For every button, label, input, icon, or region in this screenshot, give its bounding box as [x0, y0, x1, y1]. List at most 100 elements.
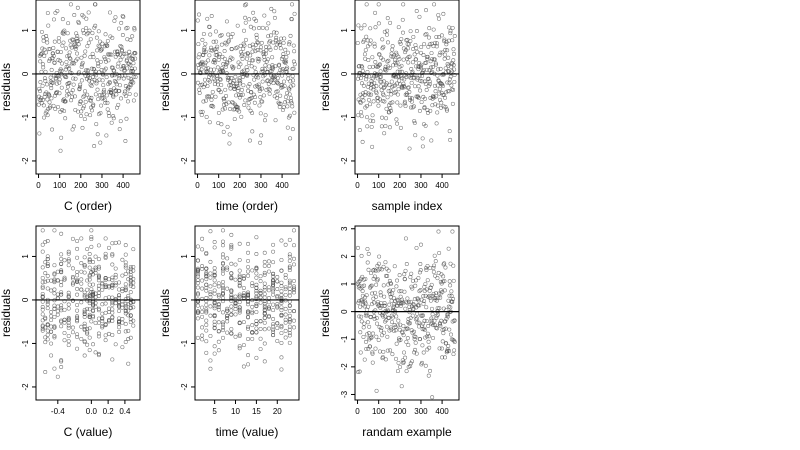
data-point	[40, 312, 45, 317]
data-point	[39, 52, 44, 57]
data-point	[254, 235, 259, 240]
data-point	[59, 324, 64, 329]
data-point	[377, 266, 382, 271]
data-point	[40, 318, 45, 323]
data-point	[103, 251, 108, 256]
data-point	[392, 72, 397, 77]
data-point	[266, 259, 271, 264]
data-point	[66, 306, 71, 311]
data-point	[394, 117, 399, 122]
data-point	[128, 278, 133, 283]
data-point	[386, 268, 391, 273]
data-point	[233, 277, 238, 282]
data-point	[411, 75, 416, 80]
data-point	[271, 81, 276, 86]
data-point	[262, 259, 267, 264]
data-point	[204, 98, 208, 103]
data-point	[406, 60, 411, 65]
data-point	[435, 306, 440, 311]
data-point	[444, 316, 449, 321]
data-point	[195, 291, 200, 296]
data-point	[221, 328, 225, 333]
data-point	[241, 286, 246, 290]
data-point	[368, 284, 373, 289]
data-point	[215, 53, 219, 58]
data-point	[124, 116, 129, 121]
data-point	[229, 244, 234, 249]
data-point	[419, 45, 424, 50]
data-point	[244, 65, 249, 70]
data-point	[407, 54, 412, 59]
data-point	[287, 278, 292, 283]
data-point	[208, 290, 213, 295]
y-tick-label: -2	[21, 383, 30, 391]
data-point	[209, 97, 214, 102]
data-point	[262, 72, 267, 77]
data-point	[431, 335, 435, 340]
data-point	[89, 287, 94, 292]
data-point	[45, 40, 50, 45]
data-point	[391, 295, 396, 300]
data-point	[118, 52, 123, 57]
data-point	[243, 37, 248, 42]
data-point	[53, 77, 58, 82]
data-point	[254, 302, 259, 307]
data-point	[209, 14, 214, 18]
data-point	[357, 314, 362, 319]
data-point	[117, 304, 122, 309]
data-point	[101, 89, 106, 94]
data-point	[200, 236, 205, 241]
data-point	[110, 65, 115, 70]
data-point	[125, 25, 130, 30]
data-point	[401, 81, 406, 86]
data-point	[82, 321, 87, 326]
data-point	[195, 316, 200, 321]
data-point	[237, 310, 242, 315]
data-point	[93, 92, 98, 97]
data-point	[89, 66, 94, 71]
data-point	[84, 112, 89, 117]
data-point	[99, 47, 104, 52]
data-point	[126, 54, 131, 59]
data-point	[79, 277, 84, 282]
data-point	[237, 76, 242, 81]
data-point	[235, 88, 240, 93]
data-point	[267, 45, 272, 50]
data-point	[370, 351, 375, 356]
data-point	[204, 318, 209, 323]
data-point	[283, 335, 288, 340]
data-point	[269, 6, 274, 11]
data-point	[49, 96, 54, 101]
data-point	[428, 82, 433, 87]
data-point	[429, 138, 434, 143]
data-point	[70, 275, 75, 279]
data-point	[380, 115, 385, 120]
y-tick-label: -1	[21, 339, 30, 347]
data-point	[370, 291, 375, 296]
data-point	[381, 79, 386, 84]
data-point	[42, 115, 47, 120]
data-point	[208, 275, 213, 280]
data-point	[96, 306, 101, 311]
data-point	[82, 327, 87, 332]
x-tick-label: -0.4	[51, 407, 65, 416]
data-point	[85, 326, 90, 331]
data-point	[439, 100, 444, 105]
data-point	[81, 14, 86, 19]
data-point	[50, 51, 55, 56]
data-point	[443, 326, 448, 331]
data-point	[292, 228, 296, 233]
data-point	[287, 258, 292, 263]
data-point	[67, 66, 72, 71]
data-point	[81, 94, 86, 99]
data-point	[222, 98, 227, 103]
data-point	[51, 53, 56, 58]
data-point	[246, 258, 251, 263]
data-point	[55, 312, 60, 317]
data-point	[275, 89, 280, 94]
data-point	[439, 33, 444, 38]
data-point	[82, 290, 87, 295]
data-point	[230, 31, 235, 36]
data-point	[113, 15, 118, 20]
data-point	[362, 283, 367, 288]
